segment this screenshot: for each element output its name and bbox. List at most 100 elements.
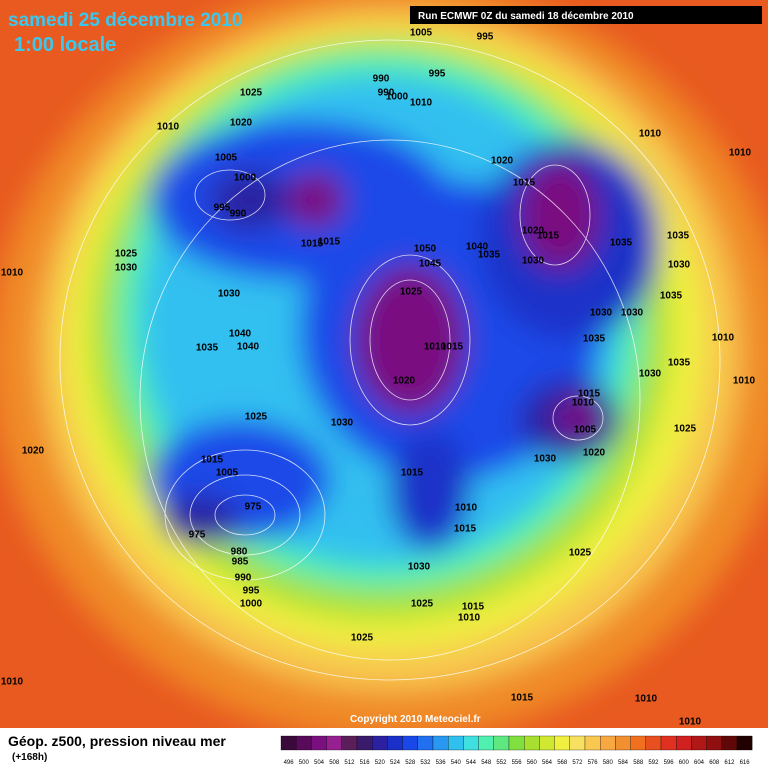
- isobar-label: 1040: [229, 329, 252, 340]
- isobar-label: 1010: [639, 129, 662, 140]
- legend-label: 604: [694, 760, 705, 766]
- isobar-label: 1005: [215, 153, 238, 164]
- footer-title: Géop. z500, pression niveau mer: [8, 733, 226, 749]
- isobar-label: 975: [189, 530, 206, 541]
- legend-label: 528: [405, 760, 416, 766]
- field: [0, 0, 768, 740]
- isobar-label: 1020: [393, 376, 416, 387]
- run-box: [410, 6, 762, 24]
- legend-swatch: [721, 735, 738, 751]
- isobar-label: 1010: [424, 342, 447, 353]
- isobar-label: 1025: [674, 424, 697, 435]
- isobar-label: 1010: [572, 398, 595, 409]
- isobar-label: 1010: [455, 503, 478, 514]
- legend-label: 548: [481, 760, 492, 766]
- isobar-label: 1020: [230, 118, 253, 129]
- legend-label: 504: [314, 760, 325, 766]
- legend-swatch: [372, 735, 388, 751]
- isobar-label: 1020: [583, 448, 606, 459]
- isobar-label: 1025: [240, 88, 263, 99]
- legend-label: 496: [284, 760, 295, 766]
- title: samedi 25 décembre 2010: [8, 10, 243, 31]
- isobar-label: 1015: [441, 342, 464, 353]
- isobar-label: 1010: [157, 122, 180, 133]
- legend-label: 520: [375, 760, 386, 766]
- legend-swatch: [584, 735, 601, 751]
- isobar-label: 1040: [237, 342, 260, 353]
- run-info: Run ECMWF 0Z du samedi 18 décembre 2010: [418, 11, 634, 22]
- isobar-label: 1015: [401, 468, 424, 479]
- isobar-label: 995: [477, 32, 494, 43]
- isobar-label: 1030: [621, 308, 644, 319]
- isobar-label: 1020: [22, 446, 45, 457]
- legend-swatch: [508, 735, 525, 751]
- isobar-label: 995: [243, 586, 260, 597]
- isobar-label: 1010: [1, 268, 24, 279]
- isobar-label: 990: [378, 88, 395, 99]
- legend-label: 568: [557, 760, 568, 766]
- legend-swatch: [280, 735, 297, 751]
- legend-label: 552: [496, 760, 507, 766]
- isobar-label: 1010: [458, 613, 481, 624]
- legend-swatch: [691, 735, 707, 751]
- legend-label: 596: [664, 760, 675, 766]
- isobar-label: 1030: [331, 418, 354, 429]
- isobar-label: 1005: [410, 28, 433, 39]
- legend-label: 524: [390, 760, 401, 766]
- legend-swatch: [311, 735, 327, 751]
- legend-label: 564: [542, 760, 553, 766]
- legend-swatch: [706, 735, 722, 751]
- legend-swatch: [417, 735, 434, 751]
- legend-label: 540: [451, 760, 462, 766]
- isobar-label: 990: [373, 74, 390, 85]
- isobar-label: 1035: [668, 358, 691, 369]
- isobar-label: 1030: [218, 289, 241, 300]
- isobar-label: 1025: [400, 287, 423, 298]
- isobar-label: 1015: [578, 389, 601, 400]
- legend-swatch: [341, 735, 358, 751]
- isobar-label: 1005: [216, 468, 239, 479]
- legend-label: 612: [724, 760, 735, 766]
- legend-label: 580: [603, 760, 614, 766]
- legend-swatch: [660, 735, 677, 751]
- isobar-label: 1010: [635, 694, 658, 705]
- legend-swatch: [676, 735, 692, 751]
- legend-swatch: [432, 735, 449, 751]
- legend-label: 500: [299, 760, 310, 766]
- isobar-label: 1015: [201, 455, 224, 466]
- isobar-label: 1025: [351, 633, 374, 644]
- legend-label: 536: [436, 760, 447, 766]
- isobar-label: 1030: [590, 308, 613, 319]
- legend: 496 500 504 508 512 516 520 524 528 532 536 540 544 5…: [280, 735, 753, 766]
- legend-swatch: [554, 735, 570, 751]
- isobar-label: 1035: [478, 250, 501, 261]
- legend-label: 600: [679, 760, 690, 766]
- legend-label: 508: [329, 760, 340, 766]
- isobar-label: 1050: [414, 244, 437, 255]
- isobar-label: 1035: [660, 291, 683, 302]
- isobar-label: 1010: [712, 333, 735, 344]
- isobar-label: 1025: [411, 599, 434, 610]
- isobar-label: 1015: [318, 237, 341, 248]
- isobar-label: 1030: [534, 454, 557, 465]
- isobar-label: 1030: [115, 263, 138, 274]
- isobar-label: 1025: [115, 249, 138, 260]
- isobar-label: 1015: [301, 239, 324, 250]
- isobar-label: 975: [245, 502, 262, 513]
- legend-label: 616: [740, 760, 751, 766]
- isobar-label: 1010: [410, 98, 433, 109]
- legend-label: 512: [344, 760, 355, 766]
- isobar-label: 1000: [386, 92, 409, 103]
- legend-swatch: [387, 735, 403, 751]
- legend-swatch: [630, 735, 646, 751]
- legend-label: 588: [633, 760, 644, 766]
- legend-swatch: [645, 735, 662, 751]
- isobar-label: 1010: [729, 148, 752, 159]
- isobar-label: 1045: [419, 259, 442, 270]
- isobar-label: 1030: [408, 562, 431, 573]
- isobar-label: 1015: [454, 524, 477, 535]
- isobar-label: 1035: [196, 343, 219, 354]
- isobar-label: 1010: [679, 717, 702, 728]
